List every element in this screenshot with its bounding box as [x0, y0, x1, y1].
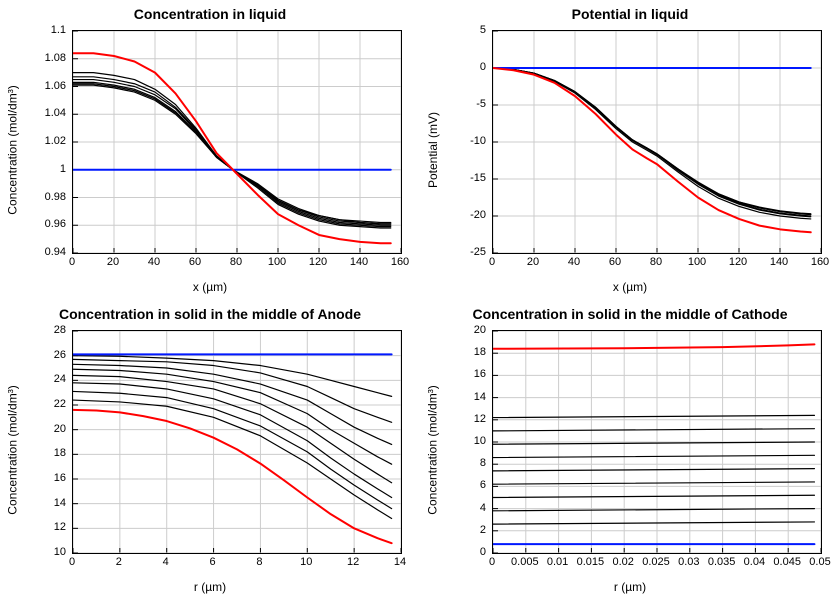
ytick-label: 4: [480, 502, 486, 514]
xtick-label: 0.025: [642, 556, 670, 568]
ytick-label: 0.94: [45, 246, 66, 258]
ytick-label: 14: [54, 497, 66, 509]
ytick-label: -20: [470, 209, 486, 221]
ytick-label: 24: [54, 373, 66, 385]
xtick-label: 20: [107, 256, 119, 268]
xlabel: x (µm): [420, 280, 840, 294]
ytick-label: 1.06: [45, 80, 66, 92]
ylabel: Concentration (mol/dm³): [426, 300, 440, 600]
ytick-label: -5: [476, 98, 486, 110]
ytick-label: 28: [54, 324, 66, 336]
xtick-label: 100: [688, 256, 706, 268]
xtick-label: 0.035: [708, 556, 736, 568]
xtick-label: 140: [350, 256, 368, 268]
xtick-label: 20: [527, 256, 539, 268]
xlabel: r (µm): [420, 580, 840, 594]
xtick-label: 4: [163, 556, 169, 568]
ytick-label: 1.1: [51, 24, 66, 36]
xtick-label: 80: [230, 256, 242, 268]
xtick-label: 0.01: [547, 556, 568, 568]
panel-conc-anode: Concentration in solid in the middle of …: [0, 300, 420, 600]
xtick-label: 60: [189, 256, 201, 268]
ytick-label: 12: [54, 521, 66, 533]
panel-conc-cathode: Concentration in solid in the middle of …: [420, 300, 840, 600]
ytick-label: 1.04: [45, 107, 66, 119]
xtick-label: 40: [568, 256, 580, 268]
xlabel: r (µm): [0, 580, 420, 594]
ytick-label: -25: [470, 246, 486, 258]
panel-title: Concentration in liquid: [0, 6, 420, 22]
panel-title: Concentration in solid in the middle of …: [420, 306, 840, 322]
xlabel: x (µm): [0, 280, 420, 294]
ytick-label: 2: [480, 524, 486, 536]
ytick-label: 22: [54, 398, 66, 410]
ytick-label: 16: [54, 472, 66, 484]
ytick-label: 18: [54, 447, 66, 459]
xtick-label: 0.015: [577, 556, 605, 568]
xtick-label: 40: [148, 256, 160, 268]
xtick-label: 160: [391, 256, 409, 268]
xtick-label: 100: [268, 256, 286, 268]
xtick-label: 120: [729, 256, 747, 268]
xtick-label: 10: [300, 556, 312, 568]
xtick-label: 120: [309, 256, 327, 268]
ytick-label: 0: [480, 546, 486, 558]
ytick-label: 1.08: [45, 52, 66, 64]
plot-conc-cathode: [492, 330, 822, 554]
ytick-label: 10: [54, 546, 66, 558]
xtick-label: 6: [210, 556, 216, 568]
xtick-label: 14: [394, 556, 406, 568]
ytick-label: 8: [480, 457, 486, 469]
plot-potential-liquid: [492, 30, 822, 254]
xtick-label: 0.03: [678, 556, 699, 568]
xtick-label: 8: [256, 556, 262, 568]
xtick-label: 0: [489, 256, 495, 268]
ytick-label: 20: [54, 423, 66, 435]
panel-title: Potential in liquid: [420, 6, 840, 22]
ytick-label: 6: [480, 479, 486, 491]
xtick-label: 0: [489, 556, 495, 568]
xtick-label: 0.02: [612, 556, 633, 568]
ylabel: Potential (mV): [426, 0, 440, 300]
ylabel: Concentration (mol/dm³): [6, 0, 20, 300]
xtick-label: 2: [116, 556, 122, 568]
ytick-label: 0.98: [45, 191, 66, 203]
xtick-label: 0.05: [809, 556, 830, 568]
ytick-label: 0: [480, 61, 486, 73]
ytick-label: 12: [474, 413, 486, 425]
xtick-label: 60: [609, 256, 621, 268]
xtick-label: 0.04: [744, 556, 765, 568]
ytick-label: 5: [480, 24, 486, 36]
ytick-label: 18: [474, 346, 486, 358]
ytick-label: -10: [470, 135, 486, 147]
ytick-label: 1.02: [45, 135, 66, 147]
ylabel: Concentration (mol/dm³): [6, 300, 20, 600]
xtick-label: 12: [347, 556, 359, 568]
plot-conc-liquid: [72, 30, 402, 254]
xtick-label: 140: [770, 256, 788, 268]
ytick-label: 10: [474, 435, 486, 447]
ytick-label: 20: [474, 324, 486, 336]
xtick-label: 0.005: [511, 556, 539, 568]
panel-title: Concentration in solid in the middle of …: [0, 306, 420, 322]
xtick-label: 160: [811, 256, 829, 268]
ytick-label: -15: [470, 172, 486, 184]
ytick-label: 0.96: [45, 218, 66, 230]
xtick-label: 0: [69, 556, 75, 568]
plot-conc-anode: [72, 330, 402, 554]
ytick-label: 1: [60, 163, 66, 175]
ytick-label: 16: [474, 368, 486, 380]
panel-potential-liquid: Potential in liquid Potential (mV) x (µm…: [420, 0, 840, 300]
xtick-label: 0.045: [773, 556, 801, 568]
xtick-label: 0: [69, 256, 75, 268]
panel-conc-liquid: Concentration in liquid Concentration (m…: [0, 0, 420, 300]
ytick-label: 26: [54, 349, 66, 361]
ytick-label: 14: [474, 391, 486, 403]
xtick-label: 80: [650, 256, 662, 268]
